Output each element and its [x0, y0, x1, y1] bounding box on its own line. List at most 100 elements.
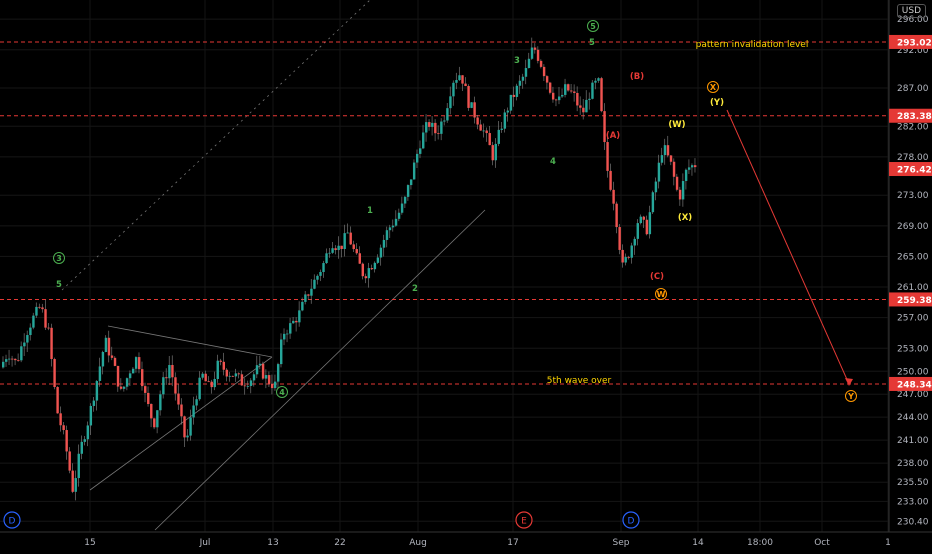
candle-body	[687, 167, 691, 170]
y-tick-label: 278.00	[897, 153, 929, 163]
x-tick-label: 13	[267, 538, 278, 548]
candle-body	[491, 145, 494, 161]
candle-body	[509, 94, 513, 111]
x-tick-label: 22	[334, 538, 345, 548]
candle-body	[295, 320, 298, 323]
x-tick-label: Jul	[199, 538, 211, 548]
projection-line[interactable]	[726, 109, 850, 385]
trendline[interactable]	[61, 0, 371, 291]
candle-body	[301, 301, 304, 311]
trendline[interactable]	[154, 209, 486, 531]
y-tick-label: 282.00	[897, 122, 929, 132]
y-tick-label: 244.00	[897, 413, 929, 423]
candle-body	[373, 262, 377, 270]
candle-body	[624, 257, 627, 263]
candle-body	[684, 169, 688, 182]
event-marker[interactable]	[515, 511, 533, 529]
candle-body	[437, 133, 440, 135]
wave-label-circle	[707, 81, 719, 93]
candle-body	[134, 357, 138, 369]
y-tick-label: 247.00	[897, 390, 929, 400]
candle-body	[276, 364, 280, 382]
candle-body	[62, 425, 65, 431]
wave-label: 3	[514, 56, 520, 66]
candle-body	[204, 373, 207, 382]
candle-body	[14, 358, 17, 361]
candle-body	[231, 375, 235, 377]
candle-body	[440, 121, 443, 134]
event-marker[interactable]	[3, 511, 21, 529]
wave-label-circle	[53, 252, 65, 264]
candle-body	[597, 78, 600, 81]
candle-body	[116, 365, 120, 387]
candle-body	[156, 410, 159, 428]
candle-body	[428, 122, 431, 127]
candle-body	[415, 153, 419, 163]
candle-body	[434, 122, 437, 134]
candle-body	[494, 143, 497, 161]
candle-body	[168, 365, 171, 379]
candle-body	[162, 377, 165, 395]
candle-body	[307, 294, 310, 296]
candle-body	[316, 275, 319, 280]
candle-body	[319, 272, 322, 276]
y-tick-label: 292.00	[897, 46, 929, 56]
wave-label: (C)	[650, 272, 664, 282]
candle-body	[388, 227, 392, 231]
candle-body	[636, 223, 639, 239]
wave-label: W	[657, 290, 666, 299]
wave-label: 3	[56, 254, 62, 263]
candle-body	[419, 148, 422, 154]
candle-body	[400, 203, 404, 213]
candle-body	[352, 244, 355, 250]
candle-body	[304, 294, 307, 302]
candle-body	[267, 375, 271, 384]
candle-body	[331, 248, 334, 253]
event-marker[interactable]	[622, 511, 640, 529]
candle-body	[77, 453, 80, 479]
candle-body	[107, 337, 111, 356]
candle-body	[431, 122, 434, 127]
candle-body	[50, 327, 53, 360]
candle-body	[270, 383, 274, 389]
candle-body	[600, 78, 603, 112]
candle-body	[470, 102, 473, 108]
candle-body	[264, 375, 268, 379]
candle-body	[150, 404, 153, 419]
candle-body	[258, 363, 262, 366]
candle-body	[125, 378, 129, 387]
candle-body	[322, 263, 325, 273]
candlesticks	[2, 37, 697, 501]
candle-body	[86, 425, 90, 440]
currency-badge[interactable]: USD	[896, 4, 926, 18]
candle-body	[122, 386, 126, 389]
candle-body	[452, 82, 455, 97]
candle-body	[603, 111, 606, 143]
candle-body	[56, 387, 59, 414]
candle-body	[35, 306, 38, 316]
candle-body	[570, 90, 573, 92]
candle-body	[515, 85, 519, 97]
y-tick-label: 257.00	[897, 314, 929, 324]
wave-label: 1	[367, 206, 373, 216]
candle-body	[68, 451, 71, 471]
time-axis: 15 Jul 13 22 Aug 17 Sep 14 18:00 Oct 1	[0, 531, 932, 548]
trendline[interactable]	[107, 325, 273, 358]
last-price-badge	[889, 162, 932, 177]
candle-body	[548, 82, 552, 93]
candle-body	[144, 386, 147, 393]
candle-body	[83, 439, 87, 442]
annotation-text: 5th wave over	[547, 376, 612, 386]
candle-body	[228, 375, 232, 377]
candle-body	[349, 232, 352, 245]
candle-body	[585, 99, 588, 113]
candle-body	[141, 369, 144, 387]
candle-body	[594, 80, 597, 83]
candle-body	[573, 91, 576, 93]
candle-body	[542, 66, 546, 77]
candle-body	[651, 192, 655, 213]
candle-body	[666, 145, 670, 156]
candle-body	[530, 47, 534, 59]
